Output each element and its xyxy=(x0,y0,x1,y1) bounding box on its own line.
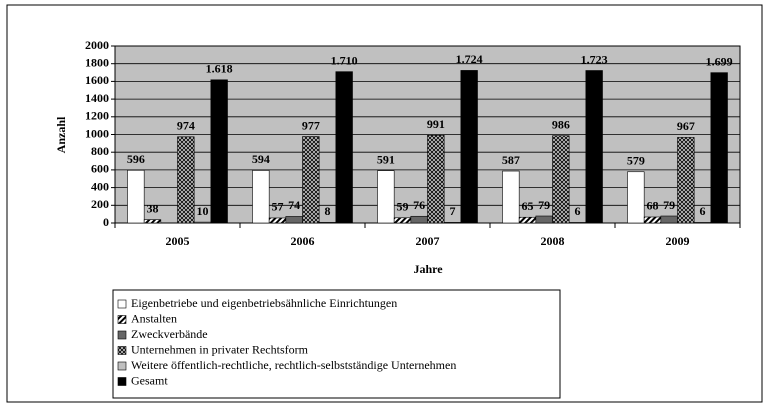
legend-label: Gesamt xyxy=(131,373,168,387)
x-tick-label: 2007 xyxy=(416,234,440,248)
bar xyxy=(268,217,287,224)
bar xyxy=(677,137,695,224)
data-label: 967 xyxy=(677,119,695,133)
x-tick-label: 2009 xyxy=(666,234,690,248)
data-label: 974 xyxy=(177,119,195,133)
x-axis-label: Jahre xyxy=(413,262,443,276)
legend-swatch xyxy=(117,346,127,355)
data-label: 10 xyxy=(197,204,209,218)
bar xyxy=(693,222,712,224)
data-label: 6 xyxy=(700,204,706,218)
bar xyxy=(460,70,478,224)
bar xyxy=(568,222,587,224)
bar xyxy=(535,215,553,224)
legend-swatch xyxy=(117,330,127,340)
data-label: 596 xyxy=(127,152,145,166)
data-label: 6 xyxy=(575,204,581,218)
bar xyxy=(335,71,353,224)
bar xyxy=(193,221,212,224)
legend-swatch xyxy=(117,361,127,371)
data-label: 79 xyxy=(663,198,675,212)
data-label: 587 xyxy=(502,153,520,167)
y-tick-label: 600 xyxy=(91,162,109,176)
bar xyxy=(143,219,162,224)
data-label: 38 xyxy=(147,201,159,215)
bar xyxy=(710,72,728,224)
legend-label: Anstalten xyxy=(131,311,177,325)
y-tick-label: 1800 xyxy=(85,55,109,69)
legend-swatch xyxy=(117,377,127,386)
bar xyxy=(552,135,570,224)
x-tick-label: 2006 xyxy=(291,234,315,248)
bar xyxy=(410,215,428,224)
data-label: 1.699 xyxy=(706,54,733,68)
data-label: 74 xyxy=(288,198,300,212)
y-tick-label: 2000 xyxy=(85,38,109,52)
y-tick-label: 0 xyxy=(103,215,109,229)
data-label: 59 xyxy=(397,200,409,214)
bar xyxy=(585,70,603,224)
bar xyxy=(377,170,395,224)
data-label: 7 xyxy=(450,204,456,218)
y-tick-label: 400 xyxy=(91,179,109,193)
data-label: 65 xyxy=(522,199,534,213)
legend-label: Unternehmen in privater Rechtsform xyxy=(131,342,309,356)
bar xyxy=(660,215,678,224)
bar xyxy=(285,216,303,224)
legend-label: Zweckverbände xyxy=(131,327,208,341)
bar xyxy=(302,136,320,224)
bar xyxy=(627,171,645,224)
data-label: 1.724 xyxy=(456,52,483,66)
legend-label: Eigenbetriebe und eigenbetriebsähnliche … xyxy=(131,296,397,310)
bar xyxy=(518,216,537,224)
y-tick-label: 1400 xyxy=(85,91,109,105)
data-label: 76 xyxy=(413,198,425,212)
data-label: 1.723 xyxy=(581,52,608,66)
bar xyxy=(252,170,270,224)
frame xyxy=(6,4,763,403)
data-label: 591 xyxy=(377,152,395,166)
x-tick-label: 2005 xyxy=(166,234,190,248)
legend-label: Weitere öffentlich-rechtliche, rechtlich… xyxy=(131,358,456,372)
bar xyxy=(643,216,662,224)
legend-swatch xyxy=(117,315,127,324)
data-label: 57 xyxy=(272,200,284,214)
bar xyxy=(127,169,145,224)
data-label: 986 xyxy=(552,117,570,131)
data-label: 1.618 xyxy=(206,62,233,76)
data-label: 8 xyxy=(325,204,331,218)
x-tick-label: 2008 xyxy=(541,234,565,248)
data-label: 594 xyxy=(252,152,270,166)
data-label: 991 xyxy=(427,117,445,131)
y-tick-label: 1000 xyxy=(85,126,109,140)
y-tick-label: 200 xyxy=(91,197,109,211)
bar xyxy=(318,221,337,224)
y-tick-label: 1200 xyxy=(85,109,109,123)
y-axis-label: Anzahl xyxy=(54,116,68,153)
data-label: 977 xyxy=(302,118,320,132)
y-tick-label: 1600 xyxy=(85,73,109,87)
data-label: 79 xyxy=(538,198,550,212)
data-label: 1.710 xyxy=(331,53,358,67)
legend-swatch xyxy=(117,299,127,309)
bar xyxy=(502,170,520,224)
data-label: 579 xyxy=(627,154,645,168)
y-tick-label: 800 xyxy=(91,144,109,158)
data-label: 68 xyxy=(647,199,659,213)
bar xyxy=(427,134,445,224)
bar xyxy=(443,222,462,224)
bar xyxy=(177,136,195,224)
legend xyxy=(112,289,561,399)
bar xyxy=(210,79,228,224)
bar xyxy=(393,217,412,224)
